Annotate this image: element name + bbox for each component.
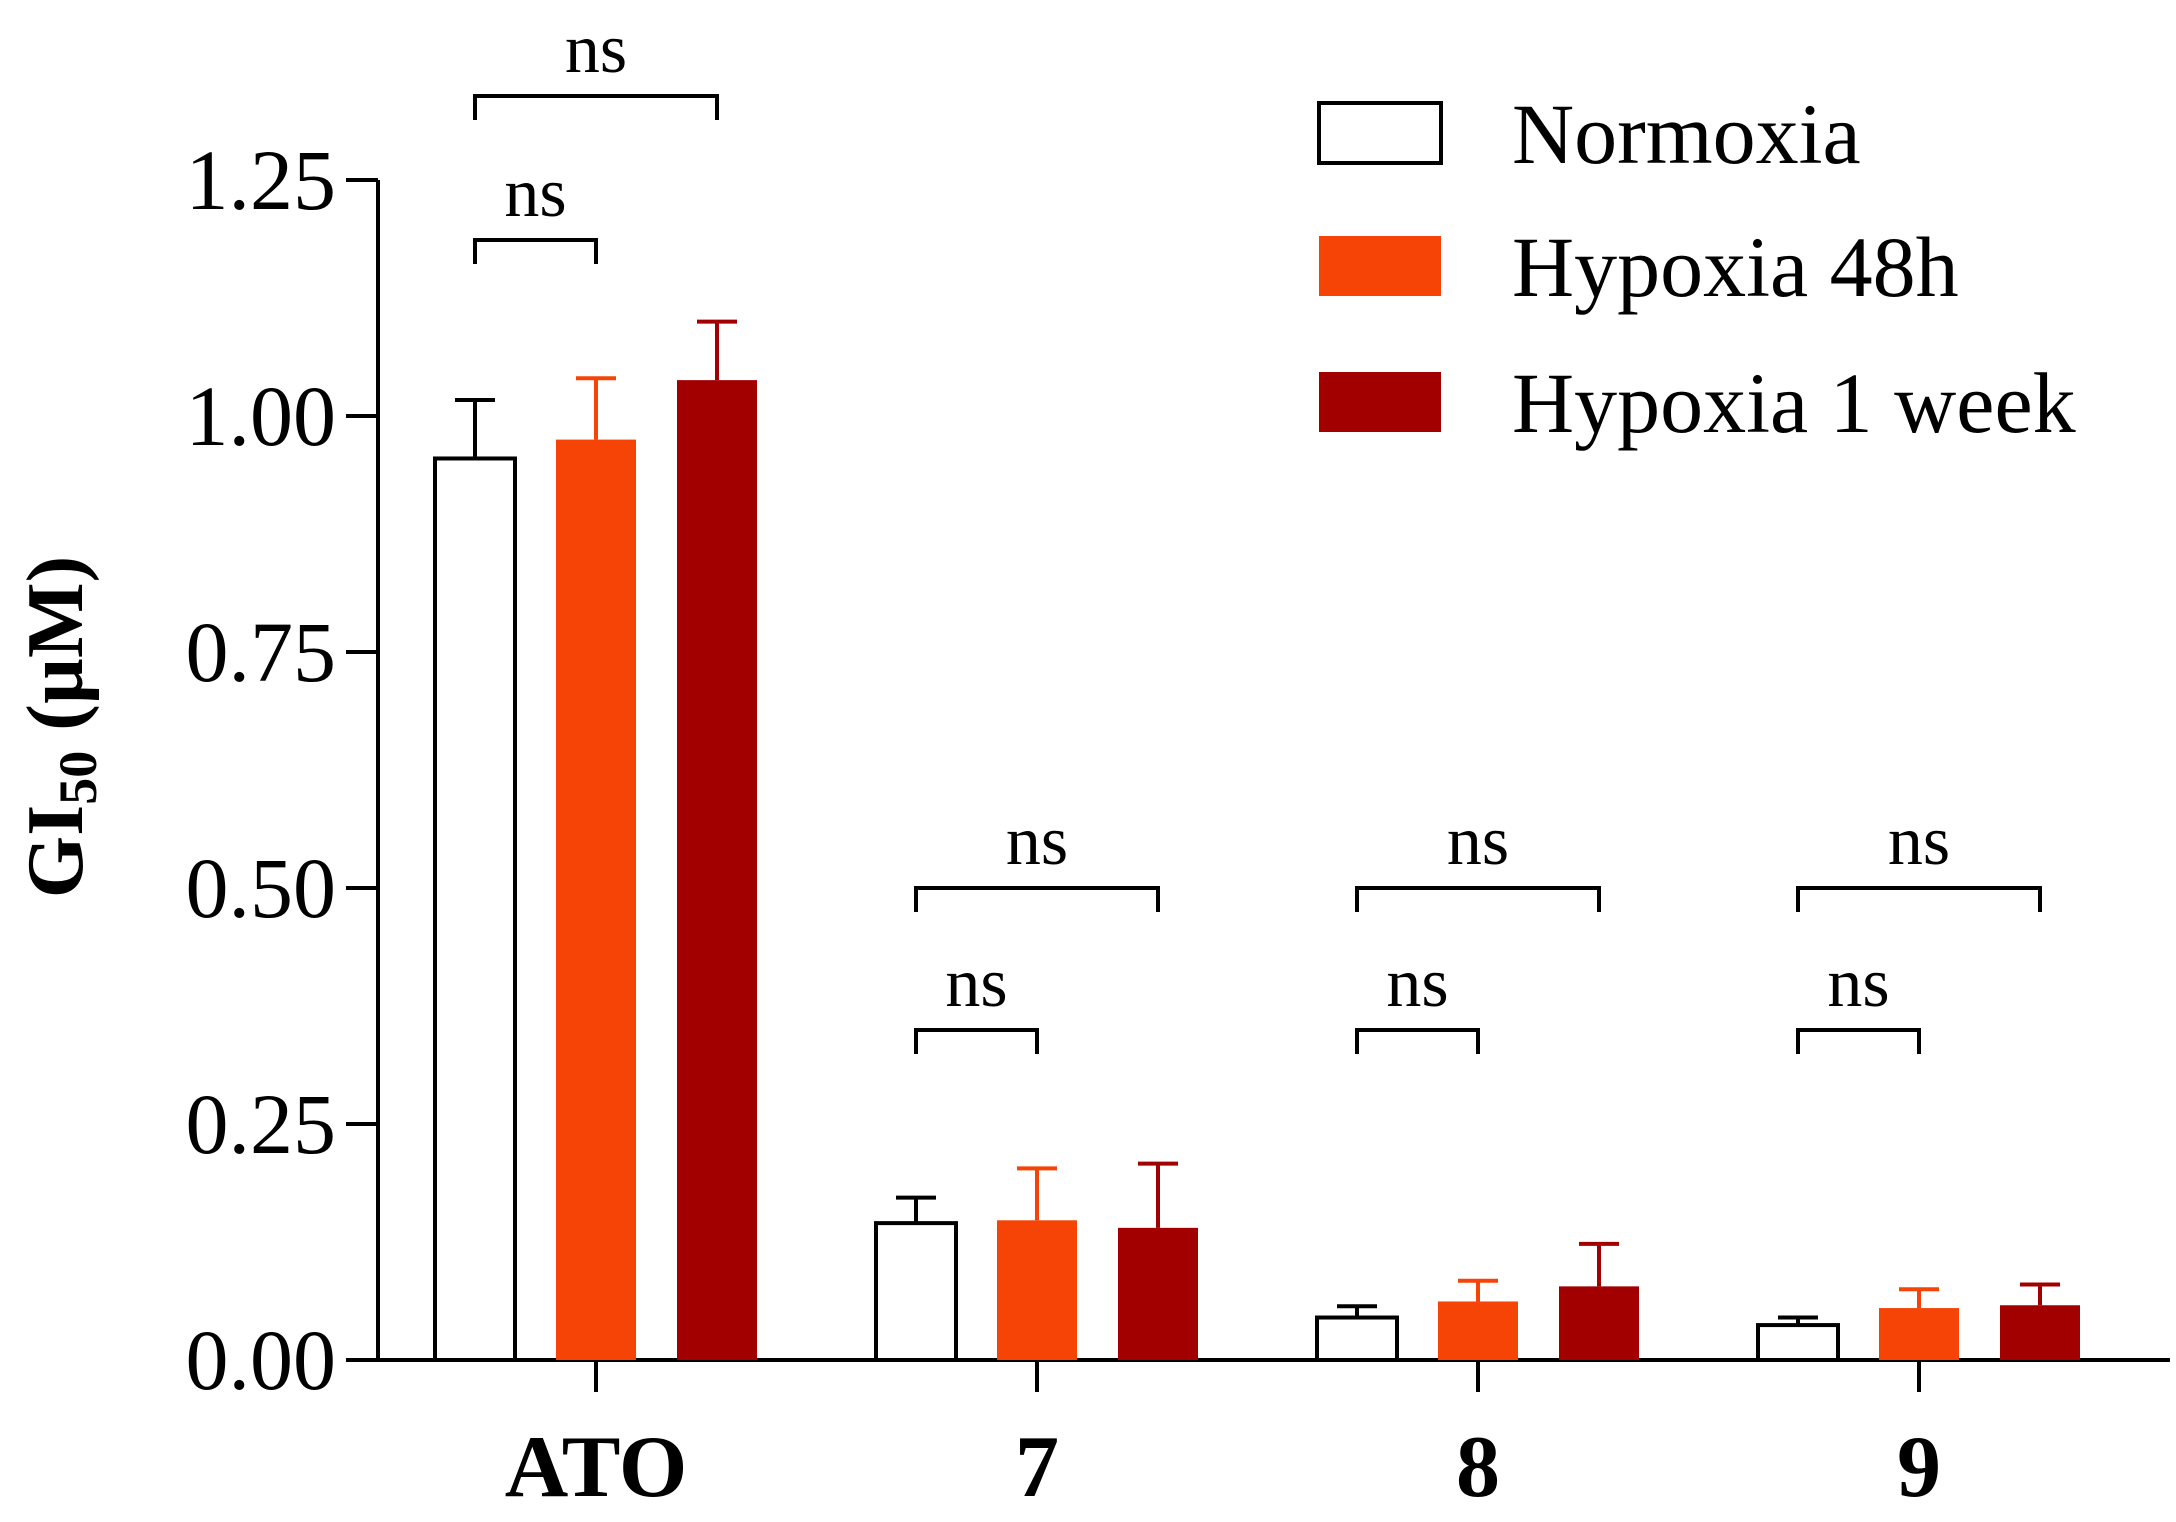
- significance-bracket: [914, 886, 1160, 912]
- y-axis-label-unit: (µM): [12, 556, 100, 751]
- legend-label: Normoxia: [1512, 86, 1861, 182]
- y-axis-label: GI50 (µM): [12, 556, 108, 898]
- significance-label: ns: [945, 945, 1007, 1022]
- legend-swatch-normoxia: [1317, 101, 1443, 165]
- legend-swatch-hypoxia-48h: [1319, 236, 1441, 296]
- y-tick-label: 1.25: [186, 132, 337, 228]
- bar-hypoxia-48h-7: [997, 1220, 1077, 1360]
- significance-bracket: [473, 238, 598, 264]
- bar-normoxia-7: [874, 1221, 958, 1362]
- x-tick-label: 7: [1015, 1419, 1059, 1516]
- significance-bracket: [1355, 1028, 1480, 1054]
- bar-hypoxia-1-week-ato: [677, 380, 757, 1360]
- y-axis-label-subscript: 50: [48, 751, 108, 805]
- significance-label: ns: [1447, 803, 1509, 880]
- significance-bracket: [1796, 1028, 1921, 1054]
- significance-label: ns: [1888, 803, 1950, 880]
- bar-normoxia-8: [1315, 1315, 1399, 1363]
- legend: Normoxia Hypoxia 48h Hypoxia 1 week: [1317, 86, 2076, 451]
- significance-bracket: [914, 1028, 1039, 1054]
- legend-label: Hypoxia 48h: [1512, 219, 1959, 315]
- y-tick-label: 0.25: [186, 1076, 337, 1172]
- bar-hypoxia-1-week-7: [1118, 1227, 1198, 1360]
- significance-bracket: [1355, 886, 1601, 912]
- svg-text:GI50 (µM): GI50 (µM): [12, 556, 108, 898]
- y-axis-label-main: GI: [12, 805, 100, 898]
- bar-hypoxia-48h-ato: [556, 439, 636, 1361]
- bars: [433, 380, 2080, 1363]
- bar-normoxia-9: [1756, 1323, 1840, 1363]
- bar-normoxia-ato: [433, 456, 517, 1363]
- significance-label: ns: [565, 11, 627, 88]
- x-tick-label: 9: [1897, 1419, 1941, 1516]
- significance-bracket: [1796, 886, 2042, 912]
- bar-hypoxia-1-week-9: [2000, 1305, 2080, 1360]
- legend-label: Hypoxia 1 week: [1512, 355, 2076, 451]
- significance-label: ns: [1386, 945, 1448, 1022]
- x-tick-label: 8: [1456, 1419, 1500, 1516]
- axes: 0.00 0.25 0.50 0.75 1.00 1.25 ATO 7 8 9: [186, 132, 2170, 1516]
- y-tick-label: 0.50: [186, 840, 337, 936]
- significance-label: ns: [1006, 803, 1068, 880]
- x-tick-label: ATO: [505, 1419, 688, 1516]
- bar-hypoxia-48h-9: [1879, 1308, 1959, 1360]
- y-tick-label: 0.75: [186, 604, 337, 700]
- bar-hypoxia-48h-8: [1438, 1301, 1518, 1360]
- significance-label: ns: [1827, 945, 1889, 1022]
- error-bars: [455, 319, 2060, 1326]
- bar-hypoxia-1-week-8: [1559, 1286, 1639, 1360]
- significance-bracket: [473, 94, 719, 120]
- significance-brackets: ns ns ns ns ns ns ns ns: [473, 11, 2042, 1054]
- significance-label: ns: [504, 155, 566, 232]
- y-tick-label: 0.00: [186, 1312, 337, 1408]
- legend-swatch-hypoxia-1-week: [1319, 372, 1441, 432]
- y-tick-label: 1.00: [186, 368, 337, 464]
